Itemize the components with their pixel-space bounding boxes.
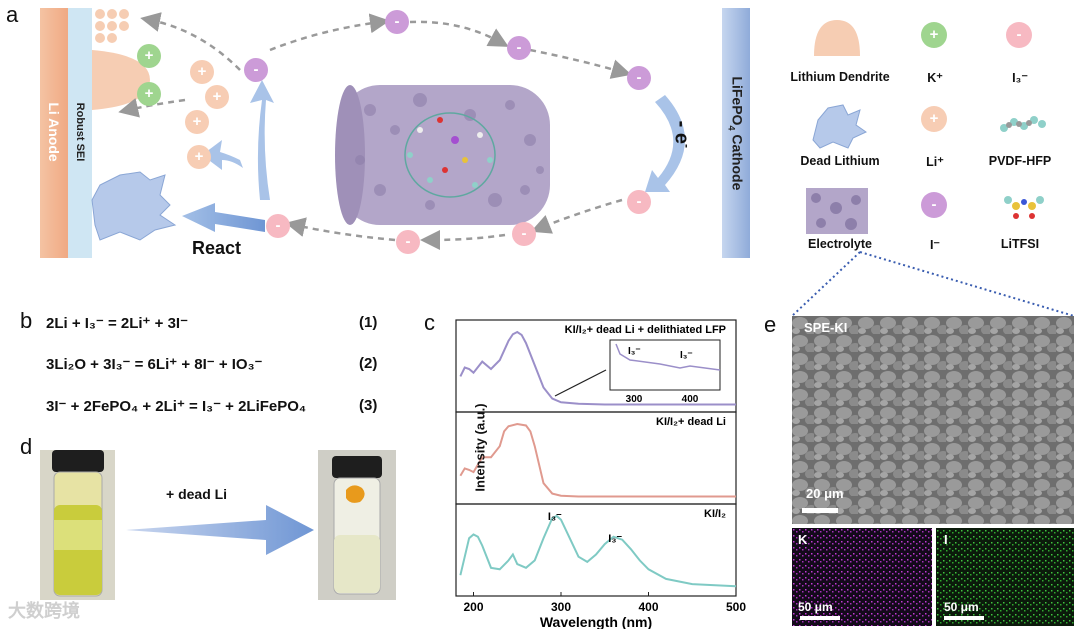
y-axis-label: Intensity (a.u.) [472,403,488,492]
li-anode [40,8,68,258]
electrolyte-model [335,85,550,225]
panel-letter-e: e [764,312,777,337]
series-label-1: KI/I₂+ dead Li [656,416,726,428]
inset-annotation: I₃⁻ [680,350,693,361]
uv-vis-chart: KI/I₂+ dead Li + delithiated LFP KI/I₂+ d… [455,319,746,629]
pvdf-legend-icon [1000,116,1046,132]
legend-label-li: Li⁺ [926,155,944,169]
iodide-ion: - [385,10,409,34]
lifepo4-cathode [722,8,750,258]
i3-legend-icon: - [1006,22,1032,48]
chart-panel-frame [455,503,737,597]
i-map-scale: 50 μm [944,600,979,614]
panel-letter-b: b [20,308,33,333]
vial-after [318,450,396,600]
dead-lithium [91,171,177,241]
k-ion: + [137,44,161,68]
legend-label-electrolyte: Electrolyte [808,237,872,251]
litfsi-legend-icon [1004,196,1044,219]
legend-label-litfsi: LiTFSI [1000,237,1040,251]
li-ion: + [205,85,229,109]
peak-annotation: I₃⁻ [608,533,622,545]
li-dots [95,9,129,43]
panel-letter-a: a [6,2,19,27]
sem-image [792,316,1074,524]
react-arrow [182,203,265,232]
series-label-2: KI/I₂ [704,508,726,520]
up-arrow [250,80,274,200]
equation-1: 2Li + I₃⁻ = 2Li⁺ + 3I⁻ [46,315,188,332]
k-map-label: K [798,532,808,547]
x-tick-label: 500 [726,600,746,614]
legend-label-i3: I₃⁻ [1012,71,1028,85]
series-line-2 [459,514,737,588]
series-line-0 [459,330,736,406]
sem-title: SPE-KI [804,320,848,335]
li-ion: + [190,60,214,84]
triiodide-ion: - [627,190,651,214]
inset-annotation: I₃⁻ [628,346,641,357]
triiodide-ion: - [266,214,290,238]
equation-2-number: (2) [359,355,378,372]
legend-label-pvdf: PVDF-HFP [988,154,1052,168]
x-tick-label: 400 [638,600,658,614]
iodide-legend-icon: - [921,192,947,218]
li-ion: + [185,110,209,134]
legend-label-dendrite: Lithium Dendrite [790,70,890,84]
k-legend-icon: + [921,22,947,48]
legend-label-iodide: I⁻ [929,238,941,252]
iodide-ion: - [627,66,651,90]
legend-label-k: K⁺ [927,71,943,85]
x-axis-label: Wavelength (nm) [540,614,652,629]
iodide-ion: - [507,36,531,60]
electron-arrow [645,95,685,192]
li-legend-icon: + [921,106,947,132]
equation-3: 3I⁻ + 2FePO₄ + 2Li⁺ = I₃⁻ + 2LiFePO₄ [46,398,307,415]
inset-line [615,343,721,371]
dead-lithium-legend-icon [812,104,867,149]
sem-scale-main: 20 μm [806,486,844,501]
li-ion: + [187,145,211,169]
x-tick-label: 300 [551,600,571,614]
equation-2: 3Li₂O + 3I₃⁻ = 6Li⁺ + 8I⁻ + IO₃⁻ [46,356,263,373]
inset-tick-label: 300 [626,394,643,405]
iodide-ion: - [244,58,268,82]
k-ion: + [137,82,161,106]
x-tick-label: 200 [463,600,483,614]
i-map-label: I [944,532,948,547]
i-map [936,528,1074,626]
triiodide-ion: - [512,222,536,246]
dendrite-legend-icon [814,20,860,56]
peak-annotation: I₃⁻ [548,511,562,523]
react-label: React [192,238,242,258]
equation-3-number: (3) [359,397,378,414]
vial-arrow [126,505,314,555]
inset-tick-label: 400 [682,394,699,405]
watermark: 大数跨境 [8,601,80,621]
legend-label-dead-lithium: Dead Lithium [800,154,880,168]
lithium-dendrite [92,50,150,110]
series-line-1 [459,422,736,498]
dead-li-label: + dead Li [166,486,228,502]
series-label-0: KI/I₂+ dead Li + delithiated LFP [565,324,726,336]
panel-letter-c: c [424,310,435,335]
inset-pointer [554,369,607,397]
k-map [792,528,932,626]
k-map-scale: 50 μm [798,600,833,614]
sei-layer [68,8,92,258]
vial-before [40,450,115,600]
equation-1-number: (1) [359,314,378,331]
triiodide-ion: - [396,230,420,254]
left-arrow [202,140,243,170]
panel-letter-d: d [20,434,33,459]
electrolyte-legend-icon [806,188,868,234]
